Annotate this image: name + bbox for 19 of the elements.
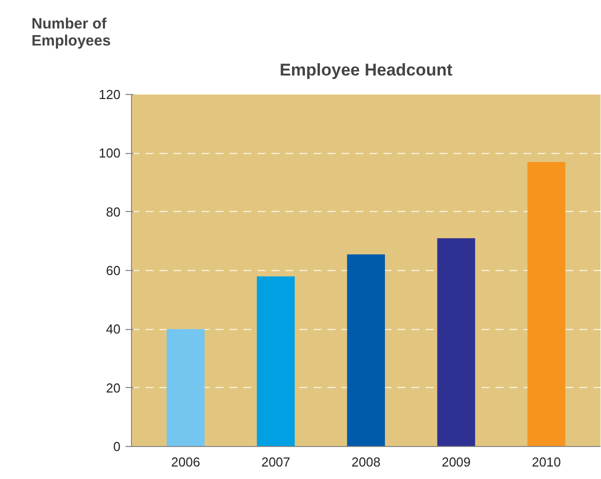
bar [437, 238, 476, 446]
y-tick-label: 60 [106, 263, 121, 278]
y-axis-title: Number of Employees [32, 16, 111, 50]
bar [166, 329, 205, 446]
x-tick-label: 2007 [261, 454, 290, 470]
x-tick-label: 2006 [171, 454, 200, 470]
bar [256, 276, 295, 446]
y-tick-label: 20 [106, 380, 121, 396]
y-tick-label: 0 [113, 439, 121, 454]
bar [527, 162, 566, 446]
bar [347, 254, 385, 446]
x-tick-label: 2008 [352, 454, 380, 470]
y-tick-label: 120 [98, 87, 121, 102]
x-tick-label: 2010 [532, 454, 561, 470]
y-tick-label: 100 [98, 146, 121, 161]
y-tick-label: 40 [106, 322, 121, 337]
y-tick-label: 80 [106, 204, 121, 220]
x-tick-label: 2009 [442, 454, 471, 470]
chart-title: Employee Headcount [280, 60, 453, 80]
